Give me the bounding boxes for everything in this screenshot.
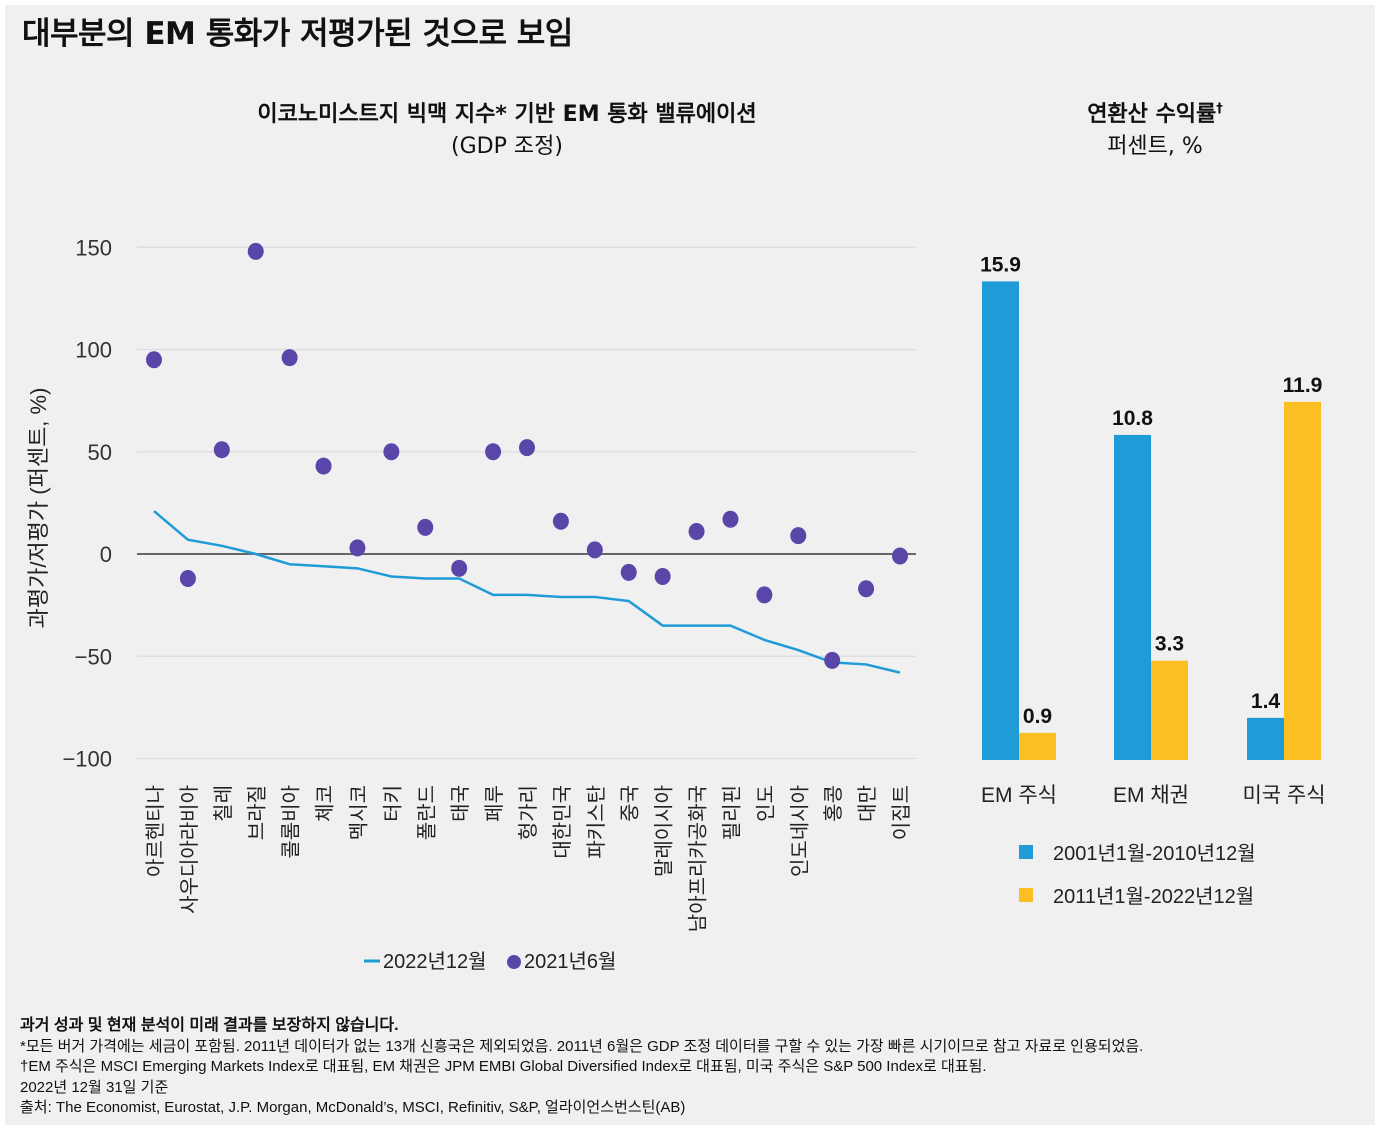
x-tick-label: 멕시코 <box>347 785 370 840</box>
y-tick-label: 150 <box>75 235 112 260</box>
scatter-point-2021-06 <box>756 586 773 604</box>
scatter-point-2021-06 <box>213 441 230 459</box>
x-tick-label: 콜롬비아 <box>280 785 303 859</box>
note-indices: †EM 주식은 MSCI Emerging Markets Index로 대표됨… <box>20 1058 987 1075</box>
legend-swatch-icon <box>1019 888 1033 902</box>
x-tick-label: 말레이시아 <box>653 785 676 877</box>
x-tick-label: 사우디아라비아 <box>178 785 201 914</box>
legend-label-2021-06: 2021년6월 <box>524 950 616 973</box>
x-tick-label: 대만 <box>856 785 879 822</box>
scatter-point-2021-06 <box>620 563 637 581</box>
x-tick-label: 인도네시아 <box>788 785 811 877</box>
legend-label: 2011년1월-2022년12월 <box>1053 885 1254 908</box>
right-chart-title: 연환산 수익률 <box>1087 102 1217 127</box>
bar-value-label: 11.9 <box>1283 374 1323 397</box>
scatter-point-2021-06 <box>790 527 807 545</box>
scatter-point-2021-06 <box>146 351 162 369</box>
note-date: 2022년 12월 31일 기준 <box>20 1078 169 1096</box>
x-tick-label: 헝가리 <box>517 785 540 840</box>
x-tick-label: 칠레 <box>212 785 235 822</box>
bar-value-label: 1.4 <box>1251 690 1281 713</box>
scatter-point-2021-06 <box>892 547 908 565</box>
legend-label-2022-12: 2022년12월 <box>383 950 487 973</box>
scatter-point-2021-06 <box>688 523 705 541</box>
left-chart-subtitle: (GDP 조정) <box>451 134 563 159</box>
scatter-point-2021-06 <box>417 518 434 536</box>
scatter-point-2021-06 <box>179 570 196 588</box>
legend-dot-icon <box>507 955 521 969</box>
x-tick-label: 터키 <box>381 785 404 822</box>
bar <box>982 281 1019 760</box>
scatter-point-2021-06 <box>451 559 468 577</box>
scatter-point-2021-06 <box>586 541 603 559</box>
scatter-point-2021-06 <box>349 539 366 557</box>
y-tick-label: 50 <box>88 440 112 465</box>
y-tick-label: −100 <box>62 747 112 772</box>
x-tick-label: 필리핀 <box>720 785 743 840</box>
y-tick-label: −50 <box>75 644 112 669</box>
scatter-point-2021-06 <box>281 349 298 367</box>
bar-value-label: 10.8 <box>1112 407 1153 430</box>
x-tick-label: 페루 <box>483 785 506 822</box>
y-axis-label: 과평가/저평가 (퍼센트, %) <box>26 388 51 629</box>
scatter-point-2021-06 <box>315 457 332 475</box>
right-chart-subtitle: 퍼센트, % <box>1107 134 1203 159</box>
x-tick-label: 홍콩 <box>822 785 845 822</box>
x-tick-label: 아르헨티나 <box>144 785 167 877</box>
scatter-point-2021-06 <box>824 651 841 669</box>
disclaimer: 과거 성과 및 현재 분석이 미래 결과를 보장하지 않습니다. <box>20 1017 399 1034</box>
x-tick-label: 대한민국 <box>551 785 574 859</box>
scatter-point-2021-06 <box>654 567 671 585</box>
footnotes: 과거 성과 및 현재 분석이 미래 결과를 보장하지 않습니다. *모든 버거 … <box>20 1016 1143 1119</box>
bar-category-label: EM 채권 <box>1113 784 1189 807</box>
x-tick-label: 이집트 <box>890 785 913 840</box>
legend-label: 2001년1월-2010년12월 <box>1053 842 1256 865</box>
bar <box>1151 660 1188 760</box>
bar <box>1247 717 1284 760</box>
left-chart-title: 이코노미스트지 빅맥 지수* 기반 EM 통화 밸류에이션 <box>257 102 757 127</box>
right-chart-header: 연환산 수익률† 퍼센트, % <box>1000 96 1310 160</box>
x-tick-label: 파키스탄 <box>585 785 608 859</box>
x-tick-label: 인도 <box>754 785 777 822</box>
note-source: 출처: The Economist, Eurostat, J.P. Morgan… <box>20 1099 686 1116</box>
scatter-point-2021-06 <box>858 580 875 598</box>
dagger-mark: † <box>1216 101 1223 117</box>
line-series-2022-12 <box>153 510 901 674</box>
x-tick-label: 중국 <box>620 785 642 822</box>
x-tick-label: 태국 <box>449 785 472 822</box>
bar <box>1284 401 1321 760</box>
y-tick-label: 0 <box>100 542 112 567</box>
scatter-point-2021-06 <box>383 443 400 461</box>
page-title: 대부분의 EM 통화가 저평가된 것으로 보임 <box>22 16 573 52</box>
scatter-point-2021-06 <box>247 242 264 260</box>
scatter-point-2021-06 <box>552 512 569 530</box>
x-tick-label: 브라질 <box>246 785 269 840</box>
bar-value-label: 0.9 <box>1023 705 1052 728</box>
scatter-point-2021-06 <box>722 510 739 528</box>
bar-category-label: EM 주식 <box>981 784 1057 807</box>
scatter-point-2021-06 <box>485 443 502 461</box>
scatter-point-2021-06 <box>519 439 535 457</box>
bar <box>1019 732 1056 760</box>
y-tick-label: 100 <box>75 338 112 363</box>
x-tick-label: 남아프리카공화국 <box>687 785 710 932</box>
left-chart-header: 이코노미스트지 빅맥 지수* 기반 EM 통화 밸류에이션 (GDP 조정) <box>107 96 907 160</box>
x-tick-label: 체코 <box>314 785 337 822</box>
bar-category-label: 미국 주식 <box>1242 784 1325 807</box>
bar <box>1114 434 1151 760</box>
legend-swatch-icon <box>1019 845 1033 859</box>
note-burger: *모든 버거 가격에는 세금이 포함됨. 2011년 데이터가 없는 13개 신… <box>20 1037 1144 1055</box>
bar-value-label: 3.3 <box>1155 633 1184 656</box>
bar-value-label: 15.9 <box>980 253 1021 276</box>
x-tick-label: 폴란드 <box>415 785 438 840</box>
